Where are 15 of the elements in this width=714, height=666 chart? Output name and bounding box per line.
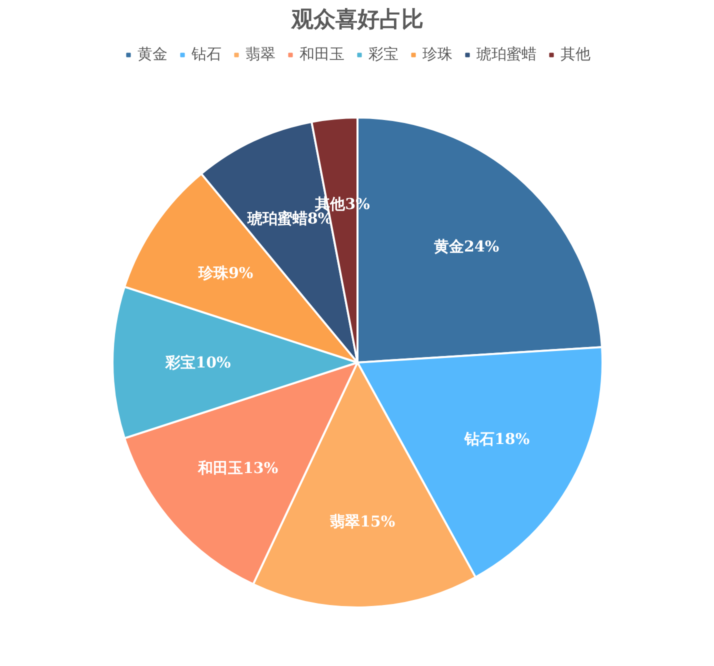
- data-label: 珍珠9%: [197, 264, 254, 282]
- legend-label: 彩宝: [368, 45, 398, 64]
- data-label: 钻石18%: [463, 430, 530, 448]
- legend-label: 和田玉: [300, 45, 344, 64]
- data-label: 彩宝10%: [164, 354, 231, 372]
- legend-label: 黄金: [138, 45, 168, 64]
- data-label: 和田玉13%: [196, 458, 278, 477]
- data-label: 黄金24%: [432, 237, 500, 256]
- legend-label: 其他: [560, 45, 590, 64]
- legend-label: 钻石: [192, 45, 222, 64]
- legend-label: 翡翠: [246, 45, 276, 64]
- chart-title: 观众喜好占比: [290, 8, 424, 32]
- legend-label: 珍珠: [422, 45, 452, 64]
- legend-label: 琥珀蜜蜡: [476, 45, 536, 64]
- data-label: 翡翠15%: [328, 512, 396, 531]
